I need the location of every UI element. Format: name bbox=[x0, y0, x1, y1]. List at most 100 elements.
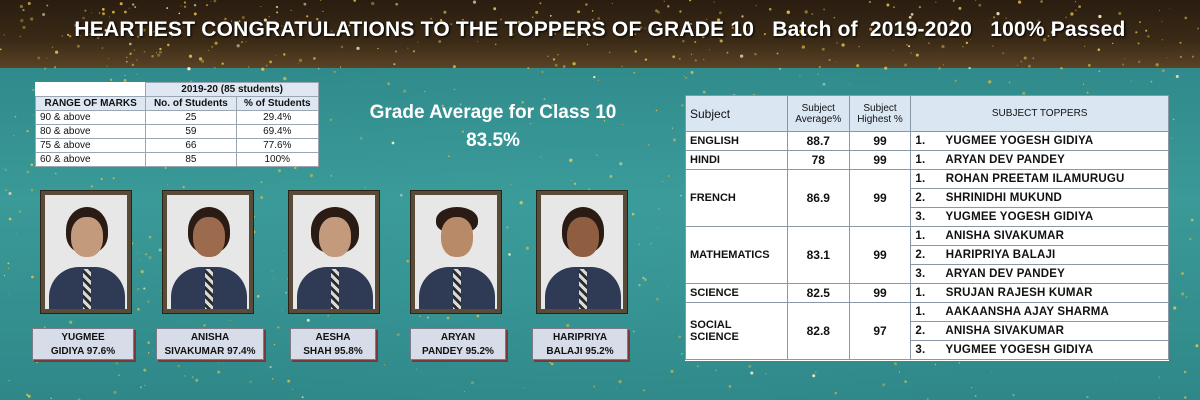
subject-highest: 97 bbox=[848, 302, 912, 360]
topper-name-line2: BALAJI 95.2% bbox=[546, 346, 614, 357]
table-row: ENGLISH 88.7 99 1. YUGMEE YOGESH GIDIYA bbox=[685, 131, 1169, 151]
header-band bbox=[0, 0, 1200, 68]
topper-name-plate: ANISHA SIVAKUMAR 97.4% bbox=[156, 328, 264, 360]
student-portrait bbox=[167, 195, 249, 309]
table-row: 2. SHRINIDHI MUKUND bbox=[686, 188, 1169, 208]
topper-name-line2: GIDIYA 97.6% bbox=[50, 346, 116, 357]
subject-name: MATHEMATICS bbox=[685, 226, 788, 284]
subject-topper: 1. ARYAN DEV PANDEY bbox=[910, 150, 1169, 170]
table-row: SOCIAL SCIENCE 82.8 97 1. AAKAANSHA AJAY… bbox=[685, 302, 1169, 360]
grade-average: Grade Average for Class 10 83.5% bbox=[330, 99, 656, 155]
topper-name-line1: AESHA bbox=[315, 332, 351, 343]
subject-highest: 99 bbox=[848, 283, 912, 303]
subject-topper: 1. SRUJAN RAJESH KUMAR bbox=[910, 283, 1169, 303]
marks-percent-cell: 100% bbox=[235, 152, 320, 167]
subject-highest: 99 bbox=[848, 226, 912, 284]
topper-name-line1: ANISHA bbox=[190, 332, 230, 343]
subject-average: 86.9 bbox=[786, 169, 850, 227]
table-row: 60 & above 85 100% bbox=[34, 152, 320, 167]
subject-name: HINDI bbox=[685, 150, 788, 170]
subject-topper: 2. ANISHA SIVAKUMAR bbox=[910, 321, 1169, 341]
table-row: 3. ARYAN DEV PANDEY bbox=[686, 264, 1169, 284]
subject-name: FRENCH bbox=[685, 169, 788, 227]
table-row: SCIENCE 82.5 99 1. SRUJAN RAJESH KUMAR bbox=[685, 283, 1169, 303]
col-subject-average: Subject Average% bbox=[786, 95, 850, 132]
table-row: 75 & above 66 77.6% bbox=[34, 138, 320, 153]
topper-photo-yugmee bbox=[40, 190, 132, 314]
subject-highest: 99 bbox=[848, 131, 912, 151]
marks-percent-cell: 77.6% bbox=[235, 138, 320, 153]
marks-range-cell: 80 & above bbox=[34, 124, 147, 139]
headline: HEARTIEST CONGRATULATIONS TO THE TOPPERS… bbox=[74, 18, 1126, 41]
topper-name-plate: YUGMEE GIDIYA 97.6% bbox=[32, 328, 134, 360]
col-subject-highest: Subject Highest % bbox=[848, 95, 912, 132]
marks-year-header: 2019-20 (85 students) bbox=[145, 82, 319, 97]
subject-name: SOCIAL SCIENCE bbox=[685, 302, 788, 360]
topper-name-line2: PANDEY 95.2% bbox=[422, 346, 494, 357]
topper-name-line1: HARIPRIYA bbox=[552, 332, 608, 343]
marks-count-cell: 85 bbox=[145, 152, 237, 167]
marks-header-row: RANGE OF MARKS No. of Students % of Stud… bbox=[34, 96, 320, 111]
table-row: 2. ANISHA SIVAKUMAR bbox=[686, 321, 1169, 341]
subject-topper: 1. ROHAN PREETAM ILAMURUGU bbox=[910, 169, 1169, 189]
topper-photo-anisha bbox=[162, 190, 254, 314]
col-subject: Subject bbox=[685, 95, 788, 132]
subject-toppers-panel: Subject Subject Average% Subject Highest %… bbox=[685, 95, 1169, 361]
subject-topper: 3. YUGMEE YOGESH GIDIYA bbox=[910, 207, 1169, 227]
subject-topper: 1. YUGMEE YOGESH GIDIYA bbox=[910, 131, 1169, 151]
topper-name-plate: HARIPRIYA BALAJI 95.2% bbox=[532, 328, 628, 360]
marks-col-percent: % of Students bbox=[235, 96, 320, 111]
grade-average-value: 83.5% bbox=[466, 130, 520, 151]
topper-name-line2: SHAH 95.8% bbox=[303, 346, 363, 357]
student-portrait bbox=[293, 195, 375, 309]
subject-average: 82.8 bbox=[786, 302, 850, 360]
table-row: 80 & above 59 69.4% bbox=[34, 124, 320, 139]
subject-average: 88.7 bbox=[786, 131, 850, 151]
marks-count-cell: 59 bbox=[145, 124, 237, 139]
marks-year-row: 2019-20 (85 students) bbox=[36, 82, 319, 97]
table-row: 3. YUGMEE YOGESH GIDIYA bbox=[686, 340, 1169, 360]
subject-topper: 1. ANISHA SIVAKUMAR bbox=[910, 226, 1169, 246]
student-portrait bbox=[415, 195, 497, 309]
topper-name-line1: YUGMEE bbox=[61, 332, 105, 343]
subject-average: 82.5 bbox=[786, 283, 850, 303]
subject-average: 83.1 bbox=[786, 226, 850, 284]
marks-count-cell: 25 bbox=[145, 110, 237, 125]
subject-topper: 3. ARYAN DEV PANDEY bbox=[910, 264, 1169, 284]
subject-highest: 99 bbox=[848, 169, 912, 227]
topper-photo-haripriya bbox=[536, 190, 628, 314]
topper-name-line1: ARYAN bbox=[440, 332, 476, 343]
marks-blank-cell bbox=[36, 83, 146, 97]
subject-topper: 2. HARIPRIYA BALAJI bbox=[910, 245, 1169, 265]
subject-topper: 1. AAKAANSHA AJAY SHARMA bbox=[910, 302, 1169, 322]
marks-percent-cell: 29.4% bbox=[235, 110, 320, 125]
topper-name-plate: ARYAN PANDEY 95.2% bbox=[410, 328, 506, 360]
marks-range-table: 2019-20 (85 students) RANGE OF MARKS No.… bbox=[34, 82, 320, 167]
marks-col-count: No. of Students bbox=[145, 96, 237, 111]
marks-col-range: RANGE OF MARKS bbox=[34, 96, 147, 111]
table-row: FRENCH 86.9 99 1. ROHAN PREETAM ILAMURUG… bbox=[685, 169, 1169, 227]
subject-topper: 2. SHRINIDHI MUKUND bbox=[910, 188, 1169, 208]
subject-name: SCIENCE bbox=[685, 283, 788, 303]
table-row: MATHEMATICS 83.1 99 1. ANISHA SIVAKUMAR bbox=[685, 226, 1169, 284]
topper-name-line2: SIVAKUMAR 97.4% bbox=[164, 346, 256, 357]
topper-photo-aesha bbox=[288, 190, 380, 314]
table-row: 2. HARIPRIYA BALAJI bbox=[686, 245, 1169, 265]
student-portrait bbox=[541, 195, 623, 309]
marks-range-cell: 90 & above bbox=[34, 110, 147, 125]
topper-name-plate: AESHA SHAH 95.8% bbox=[290, 328, 376, 360]
col-subject-toppers: SUBJECT TOPPERS bbox=[910, 95, 1169, 132]
table-row: 90 & above 25 29.4% bbox=[34, 110, 320, 125]
subject-topper: 3. YUGMEE YOGESH GIDIYA bbox=[910, 340, 1169, 360]
subject-header-row: Subject Subject Average% Subject Highest %… bbox=[685, 95, 1169, 132]
table-row: HINDI 78 99 1. ARYAN DEV PANDEY bbox=[685, 150, 1169, 170]
subject-highest: 99 bbox=[848, 150, 912, 170]
marks-range-cell: 60 & above bbox=[34, 152, 147, 167]
marks-count-cell: 66 bbox=[145, 138, 237, 153]
subject-toppers-table: Subject Subject Average% Subject Highest %… bbox=[685, 95, 1169, 360]
topper-photo-aryan bbox=[410, 190, 502, 314]
marks-range-cell: 75 & above bbox=[34, 138, 147, 153]
subject-average: 78 bbox=[786, 150, 850, 170]
marks-percent-cell: 69.4% bbox=[235, 124, 320, 139]
student-portrait bbox=[45, 195, 127, 309]
